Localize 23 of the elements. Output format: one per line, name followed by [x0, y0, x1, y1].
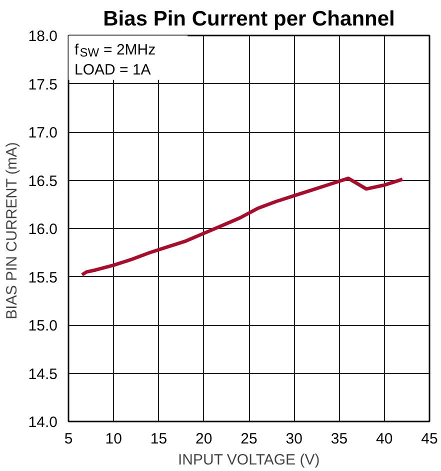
y-tick-label: 17.5 — [28, 76, 58, 94]
y-tick-label: 18.0 — [28, 28, 58, 45]
x-tick-label: 15 — [150, 430, 168, 448]
x-tick-label: 25 — [240, 430, 258, 448]
y-tick-label: 17.0 — [28, 124, 58, 142]
line-series — [80, 176, 404, 277]
x-tick-label: 40 — [376, 430, 393, 448]
chart-title: Bias Pin Current per Channel — [103, 8, 395, 30]
y-axis-title: BIAS PIN CURRENT (mA) — [3, 142, 20, 320]
y-tick-label: 14.0 — [28, 414, 58, 431]
y-tick-label: 14.5 — [28, 366, 58, 383]
annotation: LOAD = 1A — [74, 62, 151, 78]
y-tick-label: 15.0 — [28, 318, 58, 334]
x-tick-label: 45 — [421, 430, 438, 448]
x-tick-label: 20 — [196, 430, 212, 448]
x-axis-title: INPUT VOLTAGE (V) — [178, 452, 320, 468]
y-tick-label: 16.0 — [28, 221, 58, 238]
x-tick-label: 5 — [64, 430, 73, 448]
y-tick-label: 15.5 — [28, 269, 58, 286]
x-tick-label: 10 — [105, 430, 122, 448]
x-tick-label: 30 — [286, 430, 302, 448]
x-tick-label: 35 — [330, 430, 348, 448]
y-tick-label: 16.5 — [28, 172, 58, 190]
